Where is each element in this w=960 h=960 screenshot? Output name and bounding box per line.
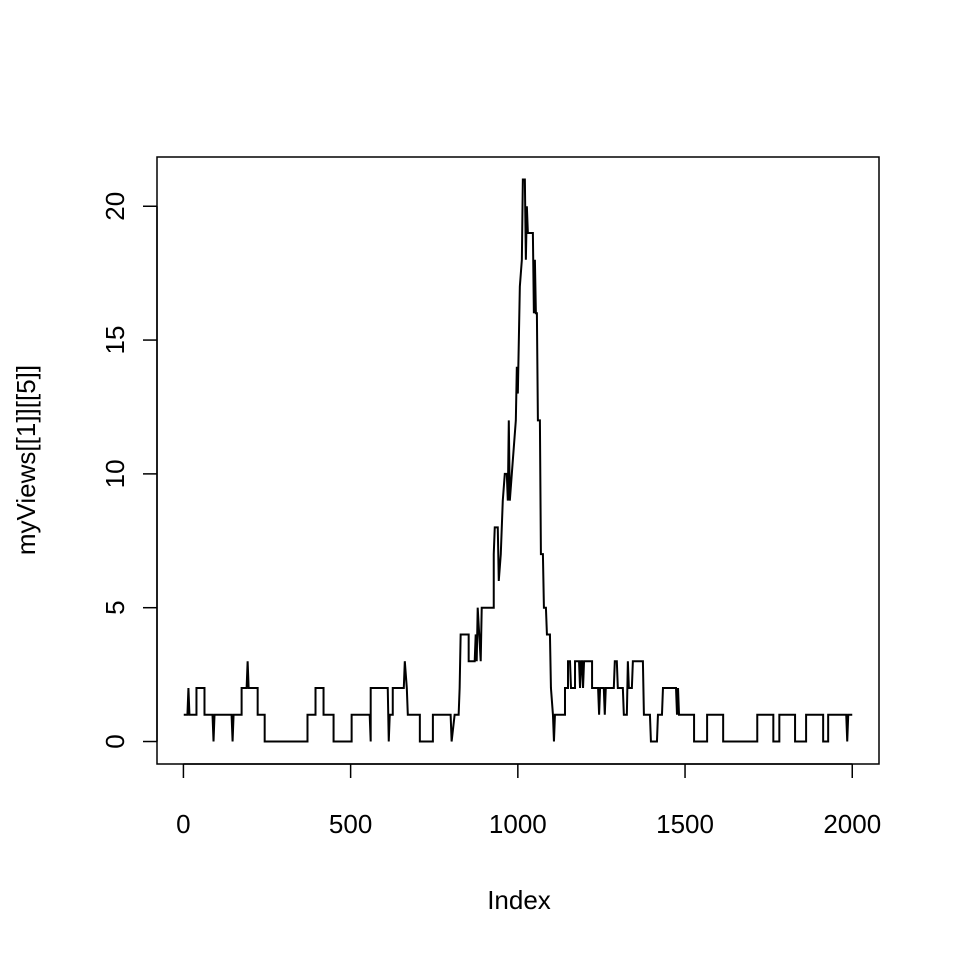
x-tick-label: 500 (329, 809, 372, 839)
data-line (183, 178, 853, 743)
y-tick-label: 15 (100, 326, 130, 355)
plot-box (156, 156, 880, 765)
x-tick-label: 1000 (489, 809, 547, 839)
x-tick-label: 1500 (656, 809, 714, 839)
y-axis-label: myViews[[1]][[5]] (11, 365, 41, 555)
x-tick-label: 2000 (823, 809, 881, 839)
y-tick-label: 0 (100, 734, 130, 748)
y-tick-label: 10 (100, 459, 130, 488)
y-tick-label: 20 (100, 192, 130, 221)
x-tick-label: 0 (176, 809, 190, 839)
x-axis-label: Index (487, 885, 551, 915)
y-tick-label: 5 (100, 600, 130, 614)
